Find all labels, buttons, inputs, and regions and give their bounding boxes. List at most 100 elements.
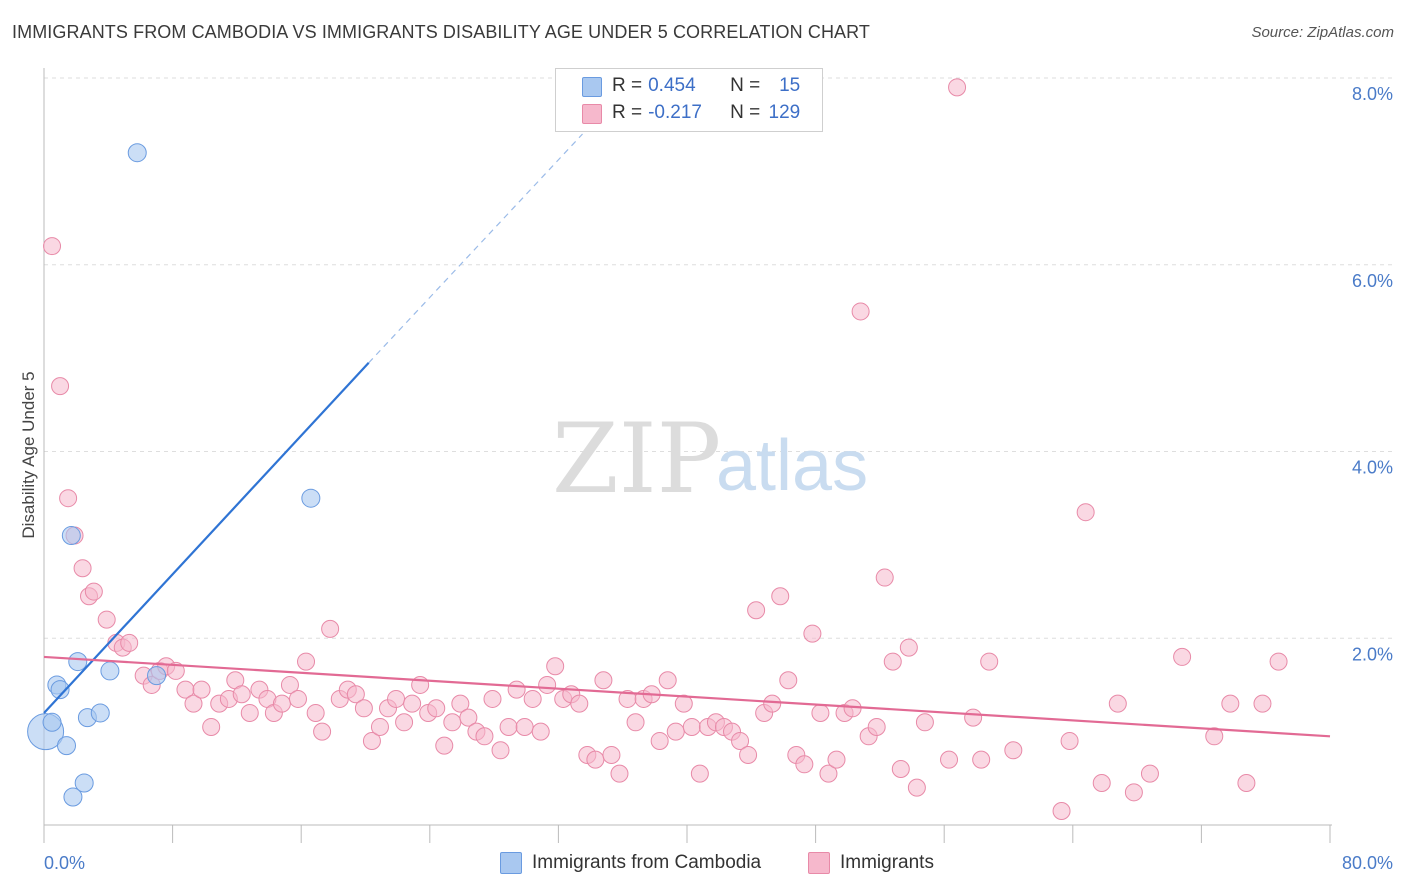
point-immigrants: [1108, 694, 1127, 713]
legend-row-immigrants: R = -0.217 N = 129: [612, 100, 800, 126]
y-tick-label: 4.0%: [1352, 458, 1393, 478]
point-immigrants: [1124, 783, 1143, 802]
y-tick-label: 6.0%: [1352, 271, 1393, 291]
point-cambodia: [57, 736, 77, 756]
point-immigrants: [427, 699, 446, 718]
series-immigrants: [43, 78, 1288, 820]
legend-item-cambodia: Immigrants from Cambodia: [500, 852, 761, 874]
point-immigrants: [84, 582, 103, 601]
point-cambodia: [90, 703, 110, 723]
point-immigrants: [297, 652, 316, 671]
point-immigrants: [964, 708, 983, 727]
point-immigrants: [1269, 652, 1288, 671]
point-immigrants: [763, 694, 782, 713]
point-cambodia: [74, 773, 94, 793]
point-immigrants: [1076, 503, 1095, 522]
point-immigrants: [594, 671, 613, 690]
point-immigrants: [184, 694, 203, 713]
point-immigrants: [280, 675, 299, 694]
point-immigrants: [499, 717, 518, 736]
point-immigrants: [1253, 694, 1272, 713]
watermark-atlas: atlas: [716, 426, 868, 506]
point-cambodia: [42, 712, 62, 732]
point-immigrants: [1205, 727, 1224, 746]
point-immigrants: [120, 633, 139, 652]
point-immigrants: [443, 713, 462, 732]
point-immigrants: [747, 601, 766, 620]
legend-r-label: R =: [612, 102, 643, 123]
point-immigrants: [435, 736, 454, 755]
legend-n-label: N =: [730, 102, 761, 123]
legend-row-cambodia: R = 0.454 N = 15: [612, 73, 800, 99]
point-immigrants: [1004, 741, 1023, 760]
point-immigrants: [907, 778, 926, 797]
point-immigrants: [570, 694, 589, 713]
legend-label-immigrants: Immigrants: [840, 852, 934, 873]
legend-swatch-immigrants: [582, 104, 602, 124]
legend-r-label: R =: [612, 75, 643, 96]
point-immigrants: [875, 568, 894, 587]
point-immigrants: [610, 764, 629, 783]
y-tick-labels: 2.0% 4.0% 6.0% 8.0%: [1352, 84, 1393, 664]
legend-swatch-cambodia: [500, 852, 522, 874]
point-immigrants: [803, 624, 822, 643]
point-immigrants: [403, 694, 422, 713]
legend-n-label: N =: [730, 75, 761, 96]
point-immigrants: [666, 722, 685, 741]
point-immigrants: [819, 764, 838, 783]
point-cambodia: [147, 666, 167, 686]
legend-label-cambodia: Immigrants from Cambodia: [532, 852, 762, 873]
point-immigrants: [202, 717, 221, 736]
point-immigrants: [43, 237, 62, 256]
point-immigrants: [192, 680, 211, 699]
point-immigrants: [288, 689, 307, 708]
point-immigrants: [491, 741, 510, 760]
point-immigrants: [515, 717, 534, 736]
point-immigrants: [1221, 694, 1240, 713]
point-immigrants: [1092, 773, 1111, 792]
point-immigrants: [1060, 731, 1079, 750]
point-immigrants: [272, 694, 291, 713]
point-cambodia: [50, 680, 70, 700]
trend-line-cambodia-extension: [368, 133, 583, 364]
point-immigrants: [73, 559, 92, 578]
point-immigrants: [240, 703, 259, 722]
point-immigrants: [940, 750, 959, 769]
point-immigrants: [346, 685, 365, 704]
point-immigrants: [980, 652, 999, 671]
point-immigrants: [321, 619, 340, 638]
point-immigrants: [827, 750, 846, 769]
point-immigrants: [306, 703, 325, 722]
point-immigrants: [891, 759, 910, 778]
legend-swatch-cambodia: [582, 77, 602, 97]
point-immigrants: [531, 722, 550, 741]
point-immigrants: [811, 703, 830, 722]
point-immigrants: [1140, 764, 1159, 783]
point-immigrants: [538, 675, 557, 694]
point-immigrants: [59, 489, 78, 508]
series-immigrants-from-cambodia: [27, 143, 321, 807]
legend-n-value: 15: [779, 75, 801, 96]
point-immigrants: [232, 685, 251, 704]
point-immigrants: [650, 731, 669, 750]
point-immigrants: [362, 731, 381, 750]
point-immigrants: [795, 755, 814, 774]
point-immigrants: [626, 713, 645, 732]
chart-title: IMMIGRANTS FROM CAMBODIA VS IMMIGRANTS D…: [12, 22, 871, 42]
point-immigrants: [972, 750, 991, 769]
point-cambodia: [100, 661, 120, 681]
point-cambodia: [61, 526, 81, 546]
point-immigrants: [731, 731, 750, 750]
point-immigrants: [459, 708, 478, 727]
correlation-legend: R = 0.454 N = 15 R = -0.217 N = 129: [555, 68, 823, 132]
watermark-zip: ZIP: [552, 403, 721, 515]
point-immigrants: [395, 713, 414, 732]
point-immigrants: [739, 745, 758, 764]
point-immigrants: [546, 657, 565, 676]
point-immigrants: [690, 764, 709, 783]
point-immigrants: [674, 694, 693, 713]
y-tick-label: 2.0%: [1352, 644, 1393, 664]
point-immigrants: [779, 671, 798, 690]
point-immigrants: [771, 587, 790, 606]
point-immigrants: [1237, 773, 1256, 792]
